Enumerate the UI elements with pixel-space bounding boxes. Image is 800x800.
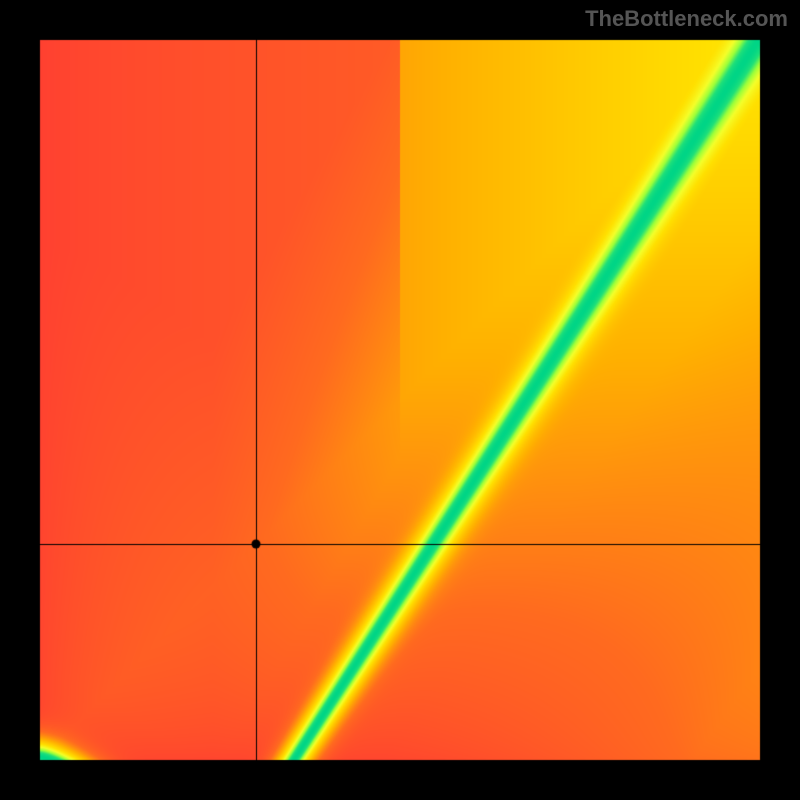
chart-container: TheBottleneck.com: [0, 0, 800, 800]
bottleneck-heatmap-canvas: [0, 0, 800, 800]
watermark-text: TheBottleneck.com: [585, 6, 788, 32]
